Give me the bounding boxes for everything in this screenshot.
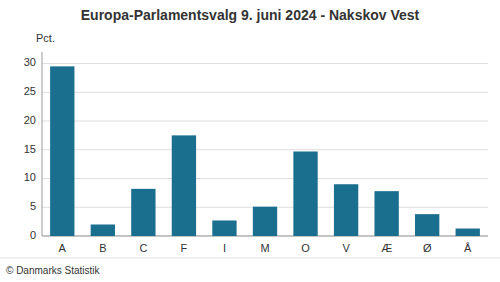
- bar: [456, 229, 480, 236]
- chart: Europa-Parlamentsvalg 9. juni 2024 - Nak…: [0, 0, 500, 282]
- bar: [334, 184, 358, 236]
- grid-line: [42, 63, 488, 64]
- y-axis: 0 5 10 15 20 25 30: [24, 56, 488, 241]
- y-tick-label: 30: [24, 56, 36, 68]
- x-tick-label: Å: [464, 242, 472, 254]
- y-tick-label: 10: [24, 171, 36, 183]
- x-tick-label: F: [181, 242, 188, 254]
- grid-line: [42, 178, 488, 179]
- bars: [50, 66, 480, 236]
- grid-line: [42, 149, 488, 150]
- y-tick-label: 5: [30, 200, 36, 212]
- page: {"chart_data": {"type": "bar", "title": …: [0, 0, 500, 282]
- x-tick-label: B: [99, 242, 106, 254]
- bar: [253, 207, 277, 236]
- bar: [374, 191, 398, 236]
- bar: [293, 151, 317, 236]
- bar: [131, 189, 155, 236]
- x-tick-label: Æ: [381, 242, 392, 254]
- grid-line: [42, 121, 488, 122]
- y-tick-label: 20: [24, 114, 36, 126]
- x-tick-label: O: [301, 242, 310, 254]
- footer: © Danmarks Statistik: [6, 265, 101, 276]
- bar: [172, 135, 196, 236]
- bar: [50, 66, 74, 236]
- x-tick-label: M: [260, 242, 269, 254]
- x-tick-label: V: [342, 242, 350, 254]
- x-tick-label: A: [59, 242, 67, 254]
- x-tick-label: Ø: [423, 242, 432, 254]
- y-tick-label: 0: [30, 229, 36, 241]
- bar: [415, 214, 439, 236]
- y-tick-label: 25: [24, 85, 36, 97]
- y-tick-label: 15: [24, 143, 36, 155]
- bar: [212, 220, 236, 236]
- bar: [91, 225, 115, 237]
- x-axis: ABCFIMOVÆØÅ: [59, 242, 472, 254]
- title: Europa-Parlamentsvalg 9. juni 2024 - Nak…: [81, 7, 420, 23]
- footer-rule: [0, 258, 500, 259]
- x-tick-label: C: [139, 242, 147, 254]
- grid-line: [42, 92, 488, 93]
- x-tick-label: I: [223, 242, 226, 254]
- y-axis-line: [42, 52, 43, 236]
- y-axis-label: Pct.: [36, 32, 55, 44]
